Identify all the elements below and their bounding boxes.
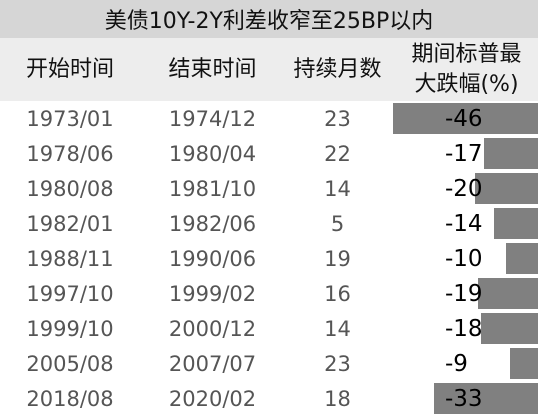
header-months: 持续月数 xyxy=(293,56,382,82)
table-header: 开始时间 结束时间 持续月数 期间标普最 大跌幅(%) xyxy=(0,38,538,101)
cell-end: 2020/02 xyxy=(168,386,257,411)
cell-start: 1988/11 xyxy=(26,246,114,271)
table-row: 1988/11 1990/06 19 -10 xyxy=(0,241,538,276)
cell-end: 1980/04 xyxy=(168,141,257,166)
table-row: 1999/10 2000/12 14 -18 xyxy=(0,311,538,346)
drop-bar xyxy=(478,278,538,309)
cell-end: 1982/06 xyxy=(168,211,257,236)
table-row: 2005/08 2007/07 23 -9 xyxy=(0,346,538,381)
table-row: 1982/01 1982/06 5 -14 xyxy=(0,206,538,241)
cell-start: 1999/10 xyxy=(26,316,114,341)
drop-bar xyxy=(393,103,538,134)
cell-start: 1973/01 xyxy=(26,106,114,131)
cell-months: 5 xyxy=(330,211,345,236)
cell-end: 1974/12 xyxy=(168,106,257,131)
cell-months: 22 xyxy=(324,141,351,166)
cell-max-drop: -9 xyxy=(445,350,468,377)
cell-max-drop: -14 xyxy=(445,210,483,237)
drop-bar xyxy=(509,348,538,379)
cell-end: 1990/06 xyxy=(168,246,257,271)
cell-end: 2000/12 xyxy=(168,316,257,341)
cell-start: 1997/10 xyxy=(26,281,114,306)
drop-bar xyxy=(484,138,538,169)
table-row: 2018/08 2020/02 18 -33 xyxy=(0,381,538,416)
cell-max-drop: -10 xyxy=(445,245,483,272)
header-max-drop-line1: 期间标普最 xyxy=(411,41,522,67)
cell-end: 1999/02 xyxy=(168,281,257,306)
cell-start: 1978/06 xyxy=(26,141,114,166)
table-row: 1973/01 1974/12 23 -46 xyxy=(0,101,538,136)
drop-bar xyxy=(474,173,538,204)
cell-max-drop: -20 xyxy=(445,175,483,202)
cell-months: 23 xyxy=(324,106,351,131)
cell-start: 2005/08 xyxy=(26,351,114,376)
cell-start: 2018/08 xyxy=(26,386,114,411)
cell-start: 1982/01 xyxy=(26,211,114,236)
cell-max-drop: -33 xyxy=(445,385,483,412)
cell-max-drop: -19 xyxy=(445,280,483,307)
header-max-drop: 期间标普最 大跌幅(%) xyxy=(395,38,538,101)
drop-bar xyxy=(493,208,538,239)
drop-bar xyxy=(481,313,538,344)
header-start: 开始时间 xyxy=(25,56,114,82)
chart-title: 美债10Y-2Y利差收窄至25BP以内 xyxy=(0,0,538,38)
cell-end: 2007/07 xyxy=(168,351,257,376)
drop-bar xyxy=(506,243,538,274)
table-row: 1978/06 1980/04 22 -17 xyxy=(0,136,538,171)
header-max-drop-line2: 大跌幅(%) xyxy=(414,71,519,97)
cell-start: 1980/08 xyxy=(26,176,114,201)
cell-end: 1981/10 xyxy=(168,176,257,201)
cell-months: 16 xyxy=(324,281,351,306)
cell-months: 14 xyxy=(324,176,351,201)
cell-months: 18 xyxy=(324,386,351,411)
cell-months: 19 xyxy=(324,246,351,271)
header-end: 结束时间 xyxy=(168,56,257,82)
cell-max-drop: -18 xyxy=(445,315,483,342)
drop-bar xyxy=(433,383,538,414)
cell-max-drop: -17 xyxy=(445,140,483,167)
cell-months: 14 xyxy=(324,316,351,341)
cell-months: 23 xyxy=(324,351,351,376)
table-row: 1980/08 1981/10 14 -20 xyxy=(0,171,538,206)
cell-max-drop: -46 xyxy=(445,105,483,132)
table-row: 1997/10 1999/02 16 -19 xyxy=(0,276,538,311)
